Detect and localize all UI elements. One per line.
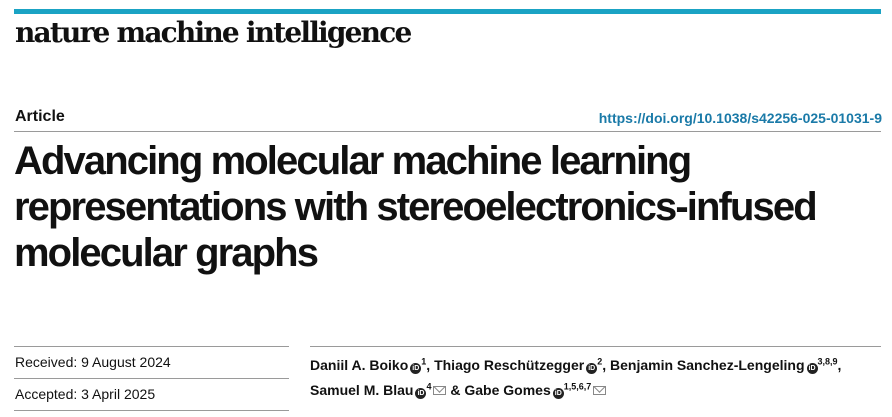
author-name[interactable]: Gabe Gomes	[464, 382, 551, 399]
orcid-icon[interactable]: iD	[552, 388, 564, 400]
author-name[interactable]: Benjamin Sanchez-Lengeling	[610, 356, 805, 373]
author-affiliation: 4	[426, 381, 432, 392]
dates-divider-top	[14, 346, 289, 347]
author-affiliation: 1	[421, 356, 427, 366]
accepted-label: Accepted:	[15, 386, 78, 402]
author-blau: Samuel M. Blau iD4 &	[310, 381, 465, 400]
orcid-icon[interactable]: iD	[586, 362, 598, 374]
author-affiliation: 2	[597, 356, 603, 366]
journal-accent-bar	[14, 9, 881, 14]
article-title: Advancing molecular machine learning rep…	[14, 139, 818, 275]
author-name[interactable]: Thiago Reschützegger	[434, 356, 585, 373]
journal-name: nature machine intelligence	[15, 16, 412, 49]
author-gomes: Gabe Gomes iD1,5,6,7	[464, 381, 607, 400]
author-affiliation: 3,8,9	[817, 356, 838, 366]
author-boiko: Daniil A. Boiko iD1,	[310, 356, 435, 374]
mail-icon[interactable]	[593, 386, 607, 396]
received-value: 9 August 2024	[81, 354, 171, 370]
accepted-value: 3 April 2025	[81, 386, 156, 402]
author-name[interactable]: Daniil A. Boiko	[310, 356, 409, 373]
author-name[interactable]: Samuel M. Blau	[310, 382, 414, 399]
author-separator: ,	[837, 356, 842, 373]
authors-divider	[310, 346, 881, 347]
author-list: Daniil A. Boiko iD1, Thiago Reschützegger…	[310, 350, 885, 401]
author-affiliation: 1,5,6,7	[563, 381, 592, 392]
author-sanchez-lengeling: Benjamin Sanchez-Lengeling iD3,8,9,	[610, 356, 842, 374]
received-label: Received:	[15, 354, 78, 370]
orcid-icon[interactable]: iD	[415, 388, 427, 400]
dates-divider-middle	[14, 378, 289, 379]
author-separator: ,	[426, 356, 435, 373]
article-type: Article	[15, 108, 65, 125]
header-divider	[14, 131, 881, 132]
mail-icon[interactable]	[433, 386, 447, 396]
accepted-date: Accepted: 3 April 2025	[15, 386, 155, 402]
orcid-icon[interactable]: iD	[410, 362, 422, 374]
doi-link[interactable]: https://doi.org/10.1038/s42256-025-01031…	[598, 110, 882, 126]
received-date: Received: 9 August 2024	[15, 354, 171, 370]
author-reschutzegger: Thiago Reschützegger iD2,	[434, 356, 611, 374]
author-separator: ,	[602, 356, 611, 373]
author-separator: &	[446, 382, 465, 399]
dates-divider-bottom	[14, 410, 289, 411]
orcid-icon[interactable]: iD	[806, 362, 818, 374]
